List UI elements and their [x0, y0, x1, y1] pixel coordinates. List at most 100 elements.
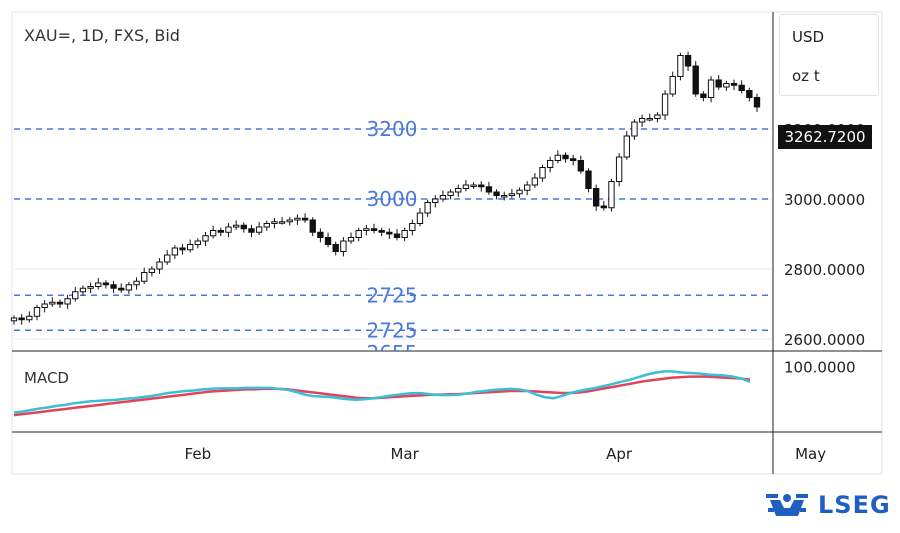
candle-body [278, 221, 286, 224]
candle-body [355, 230, 362, 238]
candle-body [332, 244, 339, 252]
level-label: 2725 [367, 318, 418, 342]
candle-body [33, 307, 41, 317]
weight-unit-label: oz t [792, 67, 820, 85]
candle-body [638, 118, 646, 123]
candle-body [730, 83, 738, 86]
candle-body [569, 158, 577, 161]
level-label: 3000 [367, 187, 418, 211]
candle-body [72, 291, 79, 300]
candle-body [194, 240, 202, 245]
candle-body [661, 93, 669, 116]
brand-name: LSEG [818, 491, 891, 519]
candle-body [508, 193, 516, 196]
candle-body [56, 301, 64, 305]
candle-body [286, 219, 293, 223]
candle-body [753, 97, 761, 108]
macd-line [13, 370, 751, 414]
candle-body [692, 65, 699, 95]
candle-body [110, 284, 117, 289]
candle-body [631, 121, 638, 137]
time-tick-label: Apr [606, 445, 633, 463]
candle-body [95, 282, 102, 287]
candle-body [707, 79, 715, 98]
instrument-title: XAU=, 1D, FXS, Bid [24, 26, 180, 45]
chart-frame [11, 11, 883, 475]
currency-label: USD [792, 28, 825, 46]
candle-body [317, 231, 324, 238]
candle-body [700, 93, 707, 98]
candle-body [79, 287, 87, 293]
candle-body [547, 160, 554, 168]
candle-body [156, 261, 163, 270]
candle-body [370, 228, 378, 231]
price-tick-label: 2600.0000 [784, 331, 865, 349]
candlestick-series [10, 51, 761, 325]
candle-body [554, 154, 562, 161]
candle-body [478, 184, 485, 188]
candle-body [240, 224, 247, 230]
candle-body [393, 233, 401, 238]
candle-body [608, 181, 615, 209]
candle-body [462, 184, 470, 189]
candle-body [209, 230, 217, 237]
candle-body [186, 244, 194, 251]
candle-body [10, 317, 18, 322]
candle-body [470, 184, 477, 187]
candle-body [148, 268, 156, 273]
candle-body [577, 160, 585, 172]
candle-body [623, 135, 630, 158]
price-tick-label: 3000.0000 [784, 191, 865, 209]
candle-body [424, 202, 431, 214]
macd-label: MACD [24, 369, 69, 387]
unit-selector[interactable]: USD oz t [779, 14, 879, 96]
candle-body [531, 177, 539, 186]
candle-body [363, 228, 370, 231]
candle-body [225, 226, 232, 233]
candle-body [202, 235, 209, 242]
candle-body [669, 76, 676, 95]
candle-body [141, 272, 148, 282]
candle-body [539, 167, 546, 179]
candle-body [416, 212, 424, 224]
candle-body [294, 217, 301, 221]
candle-body [41, 303, 48, 308]
candle-body [301, 217, 309, 221]
time-tick-label: May [795, 445, 826, 463]
candle-body [271, 221, 278, 224]
candle-body [592, 188, 600, 207]
candle-body [378, 230, 385, 233]
macd-pane: 100.0000 [13, 358, 856, 417]
candle-body [409, 223, 416, 231]
last-price-badge: 3262.7200 [778, 125, 872, 149]
candle-body [255, 226, 263, 233]
brand-logo: LSEG [764, 488, 891, 522]
candle-body [562, 154, 569, 160]
candle-body [340, 240, 347, 252]
time-tick-label: Mar [390, 445, 419, 463]
candle-body [26, 315, 33, 321]
candle-body [524, 184, 531, 191]
candle-body [232, 224, 240, 228]
candle-body [493, 191, 500, 196]
candle-body [179, 247, 186, 251]
macd-tick-label: 100.0000 [784, 358, 856, 376]
time-tick-label: Feb [185, 445, 212, 463]
candle-body [324, 237, 332, 245]
candle-body [87, 286, 94, 289]
candle-body [64, 298, 71, 305]
candle-body [516, 189, 523, 195]
candle-body [447, 191, 454, 196]
candle-body [263, 223, 270, 228]
candle-body [347, 237, 355, 242]
candle-body [118, 287, 125, 291]
candle-body [309, 219, 316, 233]
price-tick-label: 2800.0000 [784, 261, 865, 279]
candle-body [49, 301, 56, 305]
candle-body [654, 114, 661, 119]
time-axis: Feb Mar Apr May [185, 445, 827, 463]
candle-body [125, 284, 133, 291]
